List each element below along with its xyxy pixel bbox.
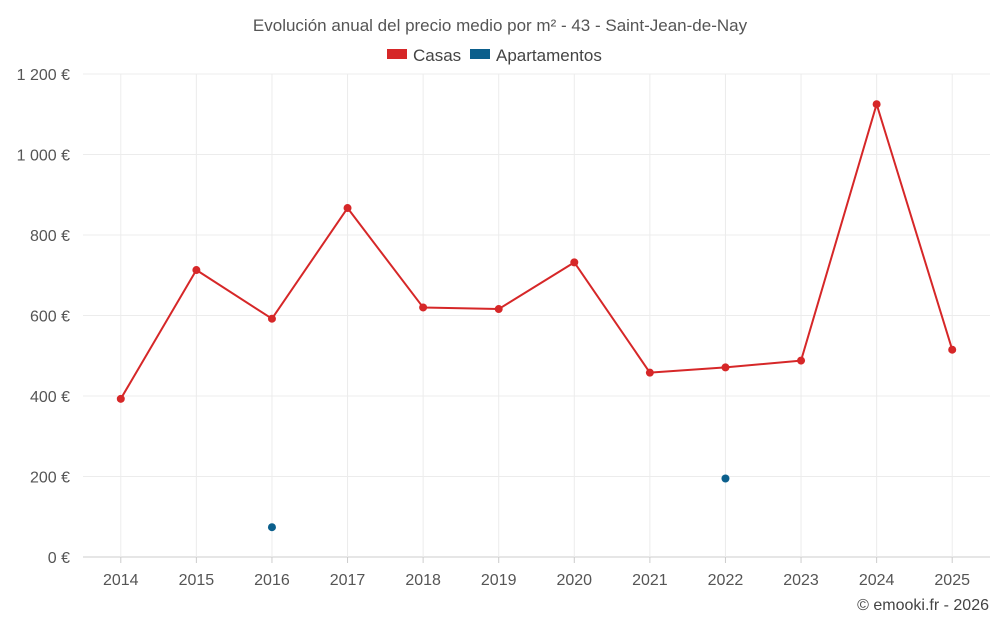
legend-label-casas: Casas	[413, 46, 461, 65]
x-tick-label: 2021	[632, 572, 668, 589]
x-tick-label: 2019	[481, 572, 517, 589]
x-tick-label: 2016	[254, 572, 290, 589]
data-point-casas[interactable]	[721, 363, 730, 372]
x-tick-label: 2022	[708, 572, 744, 589]
legend-swatch-apartamentos	[470, 49, 490, 59]
y-tick-label: 200 €	[30, 470, 70, 487]
x-tick-label: 2024	[859, 572, 895, 589]
data-point-casas[interactable]	[797, 356, 806, 365]
data-point-casas[interactable]	[419, 303, 428, 312]
data-point-casas[interactable]	[872, 100, 881, 109]
legend-label-apartamentos: Apartamentos	[496, 46, 602, 65]
data-point-casas[interactable]	[570, 258, 579, 267]
x-tick-label: 2023	[783, 572, 819, 589]
legend-swatch-casas	[387, 49, 407, 59]
y-tick-label: 1 200 €	[17, 67, 70, 84]
x-tick-label: 2017	[330, 572, 366, 589]
data-point-apartamentos[interactable]	[721, 474, 730, 483]
legend-item-apartamentos[interactable]: Apartamentos	[470, 46, 602, 65]
y-tick-label: 600 €	[30, 309, 70, 326]
grid	[83, 73, 990, 558]
chart-legend: Casas Apartamentos	[387, 46, 602, 65]
data-point-apartamentos[interactable]	[267, 523, 276, 532]
legend-item-casas[interactable]: Casas	[387, 46, 461, 65]
data-point-casas[interactable]	[645, 368, 654, 377]
x-tick-label: 2014	[103, 572, 139, 589]
series-line-casas	[119, 103, 954, 400]
data-point-casas[interactable]	[267, 314, 276, 323]
data-point-casas[interactable]	[116, 394, 125, 403]
series	[116, 100, 957, 532]
x-tick-label: 2018	[405, 572, 441, 589]
x-tick-label: 2015	[179, 572, 215, 589]
x-tick-label: 2025	[934, 572, 970, 589]
x-tick-label: 2020	[556, 572, 592, 589]
data-point-casas[interactable]	[494, 305, 503, 314]
x-axis-ticks: 2014 2015 2016 2017 2018 2019 2020 2021 2022 2023…	[103, 557, 970, 589]
credit-text: © emooki.fr - 2026	[857, 597, 989, 614]
y-tick-label: 400 €	[30, 389, 70, 406]
data-point-casas[interactable]	[343, 204, 352, 213]
y-tick-label: 0 €	[48, 550, 70, 567]
chart-title: Evolución anual del precio medio por m² …	[253, 16, 748, 35]
y-tick-label: 800 €	[30, 228, 70, 245]
y-axis-ticks: 0 € 200 € 400 € 600 € 800 € 1 000 € 1 200 €	[17, 67, 70, 567]
y-tick-label: 1 000 €	[17, 148, 70, 165]
data-point-casas[interactable]	[948, 345, 957, 354]
data-point-casas[interactable]	[192, 266, 201, 275]
